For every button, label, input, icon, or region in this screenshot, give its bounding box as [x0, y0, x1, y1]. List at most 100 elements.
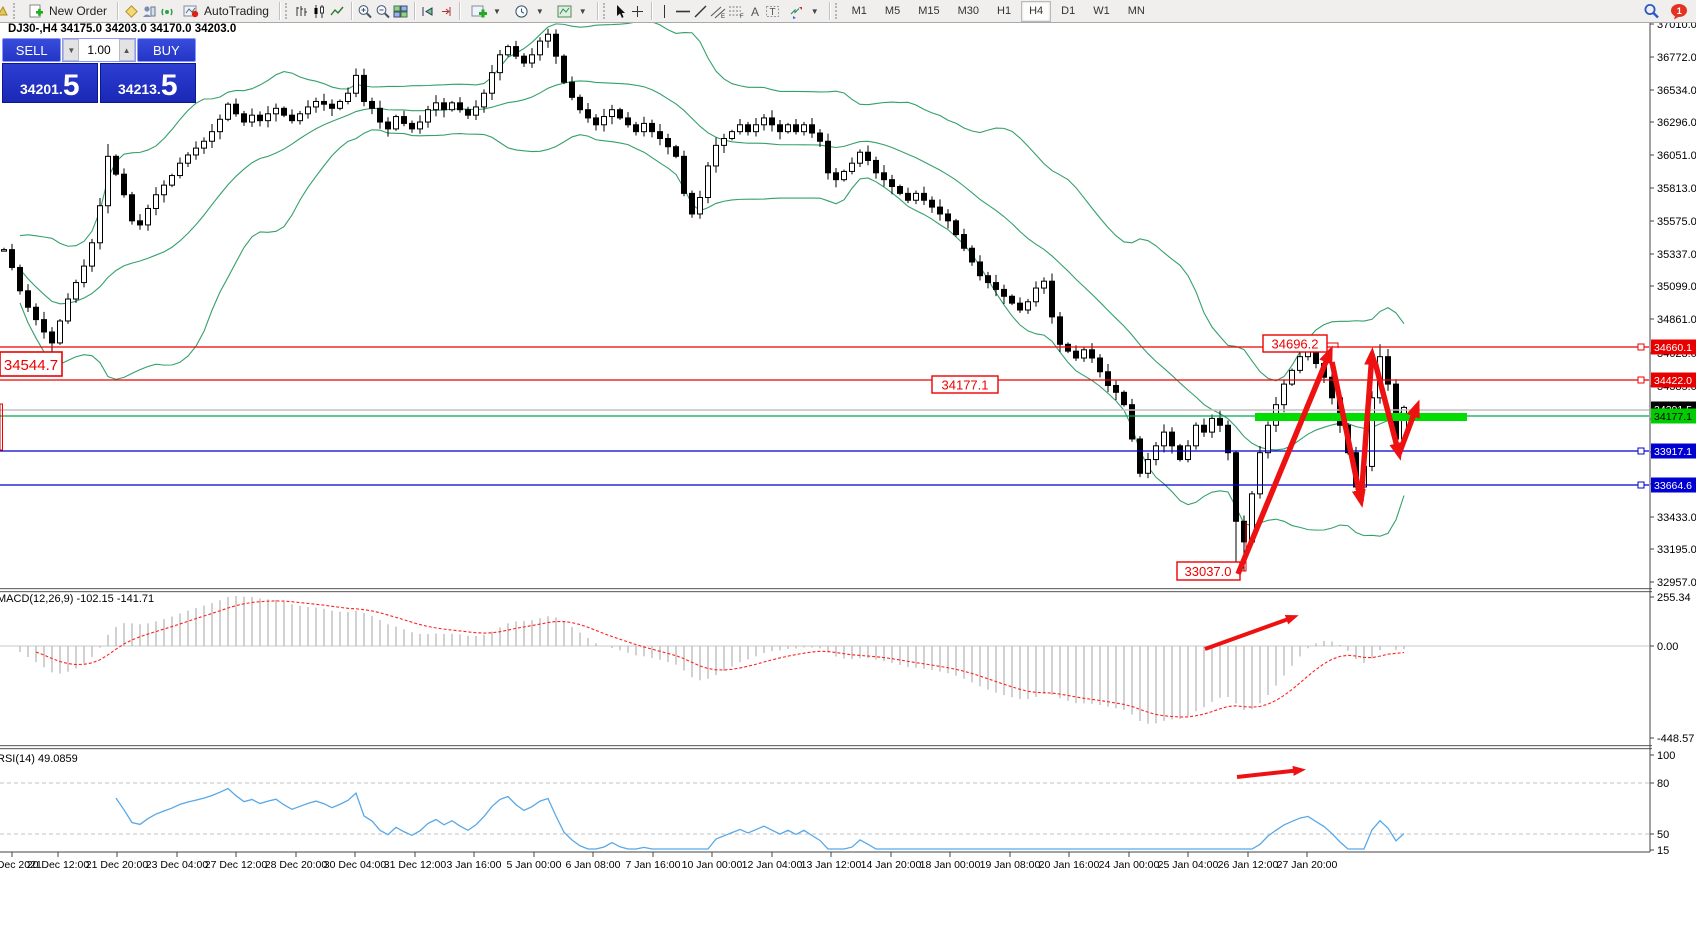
svg-text:E: E: [721, 14, 725, 19]
price-tick-36772.0: 36772.0: [1657, 52, 1696, 64]
time-tick: 27 Dec 12:00: [205, 859, 268, 871]
hline-marker-33917.1[interactable]: [1637, 447, 1645, 455]
thick-green-support-bar[interactable]: [1255, 413, 1467, 421]
rsi-line: [115, 787, 1405, 850]
price-tick-36051.0: 36051.0: [1657, 150, 1696, 162]
svg-text:34544.7: 34544.7: [4, 357, 58, 374]
macd-trend-arrow[interactable]: [1204, 615, 1299, 651]
notifications-icon[interactable]: 1: [1670, 3, 1688, 19]
macd-signal-line: [35, 600, 1405, 718]
channel-icon[interactable]: E: [710, 3, 728, 19]
crosshair-icon[interactable]: [629, 3, 647, 19]
candlestick-icon[interactable]: [311, 3, 329, 19]
market-watch-icon[interactable]: [122, 3, 140, 19]
periods-button[interactable]: ▼: [507, 0, 550, 22]
templates-button[interactable]: ▼: [550, 0, 593, 22]
sell-price-display[interactable]: 34201. 5: [2, 63, 98, 103]
indicator-tick-255.34: 255.34: [1657, 592, 1691, 604]
svg-text:A: A: [751, 5, 759, 19]
volume-box: ▼ 1.00 ▲: [62, 38, 136, 62]
trend-zigzag-arrows[interactable]: [1204, 345, 1420, 779]
svg-text:T: T: [770, 7, 776, 18]
timeframe-W1[interactable]: W1: [1093, 4, 1110, 17]
left-price-label[interactable]: 34544.7: [0, 351, 63, 377]
clipped-left-label-fragment: [0, 403, 3, 451]
chart-title-ohlc: DJ30-,H4 34175.0 34203.0 34170.0 34203.0: [8, 23, 236, 35]
autotrading-label: AutoTrading: [204, 4, 269, 18]
autotrading-icon: [182, 3, 200, 19]
timeframe-D1[interactable]: D1: [1061, 4, 1076, 17]
macd-rsi-separator[interactable]: [0, 745, 1652, 747]
zoom-in-icon[interactable]: [356, 3, 374, 19]
clipped-window-icon: [0, 3, 12, 19]
timeframe-H1[interactable]: H1: [997, 4, 1012, 17]
buy-button[interactable]: BUY: [136, 38, 197, 62]
price-axis-badges: 34660.134422.034201.534177.133917.133664…: [1651, 339, 1696, 493]
hline-marker-34422.0[interactable]: [1637, 376, 1645, 384]
horizontal-line-icon[interactable]: [674, 3, 692, 19]
timeframe-M1[interactable]: M1: [851, 4, 867, 17]
buy-price-small: 34213.: [118, 81, 161, 97]
templates-dropdown-arrow: ▼: [578, 6, 587, 16]
timeframe-M15[interactable]: M15: [918, 4, 940, 17]
text-icon[interactable]: A: [746, 3, 764, 19]
chart-macd-separator[interactable]: [0, 588, 1652, 590]
hline-marker-34660.1[interactable]: [1637, 343, 1645, 351]
navigator-icon[interactable]: [158, 3, 176, 19]
line-chart-icon[interactable]: [329, 3, 347, 19]
bollinger-bands: [19, 20, 1405, 537]
auto-scroll-icon[interactable]: [419, 3, 437, 19]
swing-high-label[interactable]: 34696.2: [1262, 334, 1339, 353]
middle-band: [19, 80, 1405, 451]
toolbar-grip: [13, 3, 18, 19]
timeframe-H4[interactable]: H4: [1021, 0, 1052, 22]
new-order-button[interactable]: New Order: [21, 0, 113, 22]
clock-icon: [513, 3, 531, 19]
macd-rsi-separator2: [0, 748, 1652, 750]
time-tick: 12 Jan 04:00: [742, 859, 803, 871]
arrows-button[interactable]: ▼: [782, 0, 825, 22]
price-axis-labels[interactable]: 37010.036772.036534.036296.036051.035813…: [1650, 19, 1696, 589]
tile-windows-icon[interactable]: [392, 3, 410, 19]
timeframe-M30[interactable]: M30: [957, 4, 980, 17]
time-tick: 5 Jan 00:00: [507, 859, 562, 871]
autotrading-button[interactable]: AutoTrading: [176, 0, 275, 22]
fibonacci-icon[interactable]: F: [728, 3, 746, 19]
price-badge-33917.1: [1651, 443, 1696, 459]
volume-decrease-button[interactable]: ▼: [63, 39, 80, 61]
data-window-icon[interactable]: [140, 3, 158, 19]
rsi-trend-arrow[interactable]: [1236, 765, 1306, 779]
price-badge-34660.1: [1651, 339, 1696, 355]
volume-increase-button[interactable]: ▲: [118, 39, 135, 61]
indicators-button[interactable]: ▼: [464, 0, 507, 22]
price-tick-36534.0: 36534.0: [1657, 85, 1696, 97]
search-icon[interactable]: [1642, 3, 1660, 19]
chart-shift-icon[interactable]: [437, 3, 455, 19]
swing-low-label[interactable]: 33037.0: [1176, 522, 1247, 581]
chart-macd-separator2: [0, 591, 1652, 593]
cursor-icon[interactable]: [611, 3, 629, 19]
bar-chart-icon[interactable]: [293, 3, 311, 19]
zigzag-segment-3: [1358, 347, 1379, 502]
volume-input[interactable]: 1.00: [87, 43, 111, 57]
buy-price-display[interactable]: 34213. 5: [99, 63, 196, 103]
main-toolbar: New Order AutoTrading ▼ ▼: [0, 0, 1696, 23]
time-tick: 30 Dec 04:00: [324, 859, 387, 871]
hline-marker-33664.6[interactable]: [1637, 481, 1645, 489]
indicator-tick-80: 80: [1657, 778, 1669, 790]
price-tick-35099.0: 35099.0: [1657, 281, 1696, 293]
vertical-line-icon[interactable]: [656, 3, 674, 19]
svg-text:33037.0: 33037.0: [1185, 564, 1232, 579]
trendline-icon[interactable]: [692, 3, 710, 19]
sell-button[interactable]: SELL: [2, 38, 62, 62]
timeframe-M5[interactable]: M5: [884, 4, 901, 17]
timeframe-MN[interactable]: MN: [1127, 4, 1145, 17]
price-badge-text-34422.0: 34422.0: [1654, 375, 1692, 387]
support-price-label[interactable]: 34177.1: [931, 375, 999, 394]
indicator-tick--448.57: -448.57: [1657, 733, 1694, 745]
text-label-icon[interactable]: T: [764, 3, 782, 19]
new-order-label: New Order: [49, 4, 108, 18]
zoom-out-icon[interactable]: [374, 3, 392, 19]
